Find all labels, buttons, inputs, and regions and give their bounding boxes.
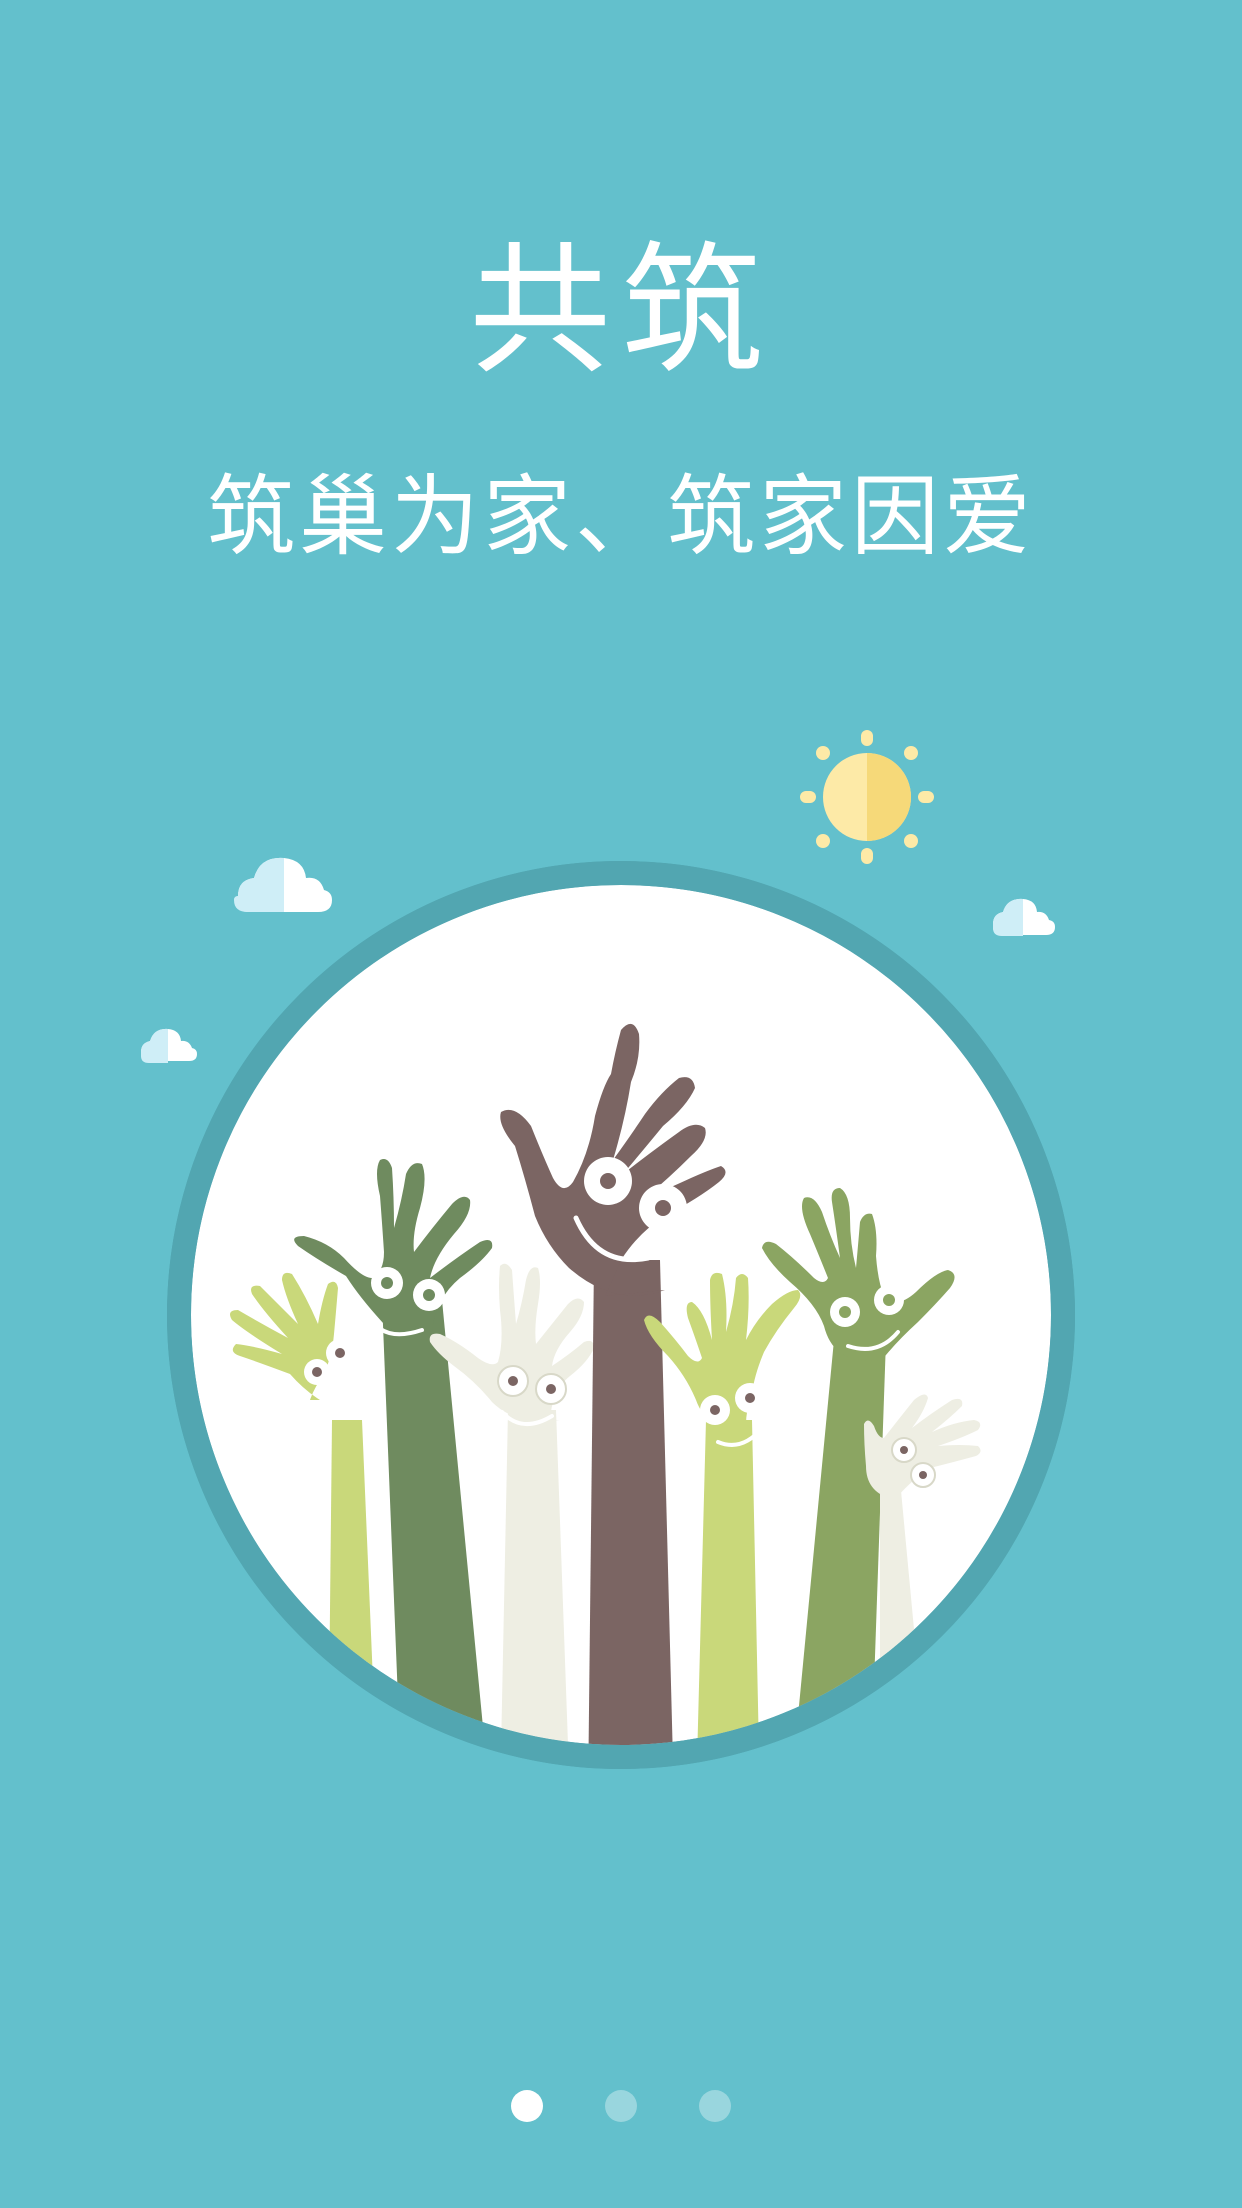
page-dot-2[interactable]: [605, 2090, 637, 2122]
raised-hands-illustration: [141, 730, 1075, 1769]
sun-icon: [800, 730, 934, 864]
cloud-icon: [993, 898, 1055, 936]
page-dot-1[interactable]: [511, 2090, 543, 2122]
app-title: 共筑: [469, 229, 773, 394]
cloud-icon: [141, 1028, 197, 1063]
app-slogan: 筑巢为家、筑家因爱: [206, 465, 1035, 568]
page-dot-3[interactable]: [699, 2090, 731, 2122]
cloud-icon: [234, 857, 332, 912]
page-indicator: [0, 2088, 1242, 2124]
